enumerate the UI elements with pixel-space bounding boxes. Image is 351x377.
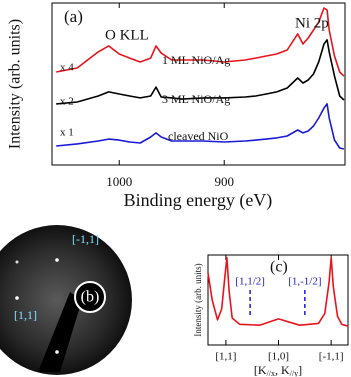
x-tick-label: 900 — [214, 174, 234, 189]
marker-label: [1,-1/2] — [288, 276, 321, 288]
x-tick-label: 1000 — [106, 174, 132, 189]
x-axis-label-part: , K — [275, 363, 290, 377]
spot — [15, 296, 19, 300]
series-label: 3 ML NiO/Ag — [162, 92, 230, 106]
leed-screen — [0, 225, 132, 375]
y-axis-label: Intensity (arb. units) — [7, 19, 24, 149]
scale-label: x 2 — [60, 96, 74, 108]
figure: 1000 900 (a) Binding energy (eV) Intensity (… — [0, 0, 351, 377]
annotation: Ni 2p — [295, 15, 329, 31]
x-axis-label-subscript: //x — [267, 369, 275, 377]
x-tick-label: [1,1] — [215, 351, 236, 363]
spot-label: [-1,1] — [72, 232, 99, 246]
annotation: O KLL — [105, 27, 149, 43]
spot — [16, 261, 19, 264]
x-tick-label: [-1,1] — [319, 351, 344, 363]
x-axis-label-subscript: //y — [290, 369, 298, 377]
spot — [144, 298, 148, 302]
y-axis-label: Intensity (arb. units) — [193, 263, 203, 336]
leed-image — [0, 225, 148, 375]
panel-label: (c) — [270, 259, 288, 276]
x-tick-label: [1,0] — [268, 351, 289, 363]
spot-label: [1,1] — [14, 308, 37, 322]
series-label: cleaved NiO — [168, 129, 229, 143]
series-label: 1 ML NiO/Ag — [162, 53, 230, 67]
spot — [55, 350, 59, 354]
scale-label: x 4 — [60, 62, 74, 74]
x-axis-label-part: [K — [254, 363, 267, 377]
panel-label: (a) — [64, 7, 83, 26]
x-axis-label: Binding energy (eV) — [124, 190, 273, 211]
spot — [55, 258, 59, 262]
x-axis-label: [K//x, K//y] — [254, 363, 302, 377]
x-axis-label-part: ] — [298, 363, 302, 377]
panel-label: (b) — [81, 289, 100, 306]
marker-label: [1,1/2] — [235, 276, 265, 288]
scale-label: x 1 — [60, 127, 74, 139]
